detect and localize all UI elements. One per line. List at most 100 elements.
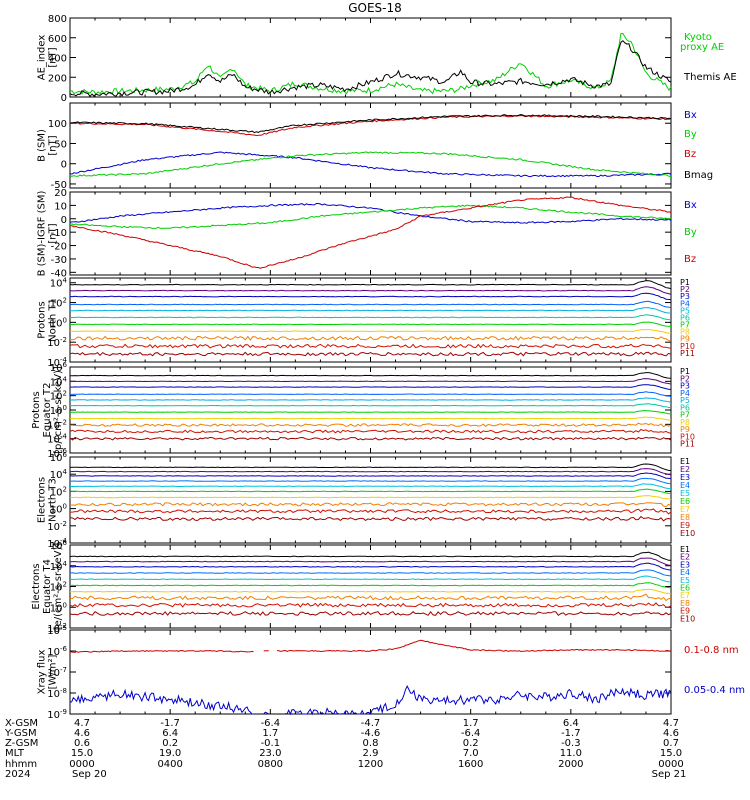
- tick-exponent: 6: [63, 539, 68, 547]
- y-tick-label: 10-4: [47, 356, 67, 369]
- legend-e7: E7: [680, 505, 690, 514]
- legend-kyoto: Kyoto: [684, 32, 712, 43]
- legend-igrf-bx: Bx: [684, 200, 697, 211]
- y-tick-label: -50: [51, 180, 67, 191]
- channel-line-p6: [69, 314, 672, 321]
- series-line-themis-ae: [69, 40, 672, 98]
- axis-row-label: Y-GSM: [4, 728, 37, 739]
- legend-e10: E10: [680, 614, 695, 623]
- legend-p6: P6: [680, 313, 690, 322]
- tick-exponent: 0: [63, 601, 67, 609]
- tick-base: 10: [50, 318, 63, 329]
- channel-line-p3: [70, 292, 672, 301]
- y-tick-label: 10-2: [47, 336, 67, 349]
- y-tick-label: -30: [51, 255, 67, 266]
- tick-base: 10: [50, 603, 63, 614]
- channel-line-e1: [69, 551, 672, 561]
- y-tick-label: 102: [50, 485, 67, 498]
- axis-cell: 4.7: [74, 718, 90, 729]
- legend-e6: E6: [680, 584, 690, 593]
- channel-line-p7: [69, 321, 672, 327]
- channel-line-e4: [69, 477, 672, 485]
- tick-exponent: -2: [60, 622, 67, 630]
- axis-cell: 0.7: [663, 738, 679, 749]
- channel-line-p1: [70, 372, 672, 379]
- y-tick-label: 0: [61, 215, 67, 226]
- y-tick-label: 102: [50, 390, 67, 403]
- legend-e5: E5: [680, 576, 690, 585]
- tick-exponent: -6: [60, 447, 68, 455]
- y-tick-label: 10-5: [47, 624, 67, 637]
- legend-p2: P2: [680, 374, 690, 383]
- legend-p9: P9: [680, 335, 690, 344]
- channel-line-p3: [70, 384, 672, 390]
- tick-base: 10: [50, 377, 63, 388]
- panel-ylabel: [p/(cm²-s-sr-keV)]: [53, 366, 64, 454]
- y-tick-label: -20: [51, 242, 67, 253]
- tick-exponent: 4: [63, 277, 68, 285]
- channel-line-p11: [69, 436, 672, 441]
- panel-frame: [69, 629, 672, 715]
- axis-cell: 6.4: [563, 718, 579, 729]
- channel-line-p2: [69, 286, 672, 295]
- tick-base: 10: [50, 470, 63, 481]
- y-tick-label: 0: [61, 93, 67, 104]
- panel-frame: [69, 191, 672, 276]
- channel-line-e7: [69, 495, 672, 500]
- legend-e3: E3: [680, 473, 690, 482]
- panel-ylabel: [nT]: [48, 135, 59, 155]
- panel-ylabel: [e/(cm²-s-sr-keV)]: [53, 543, 64, 631]
- tick-exponent: -9: [60, 708, 67, 716]
- channel-line-e2: [69, 557, 672, 566]
- axis-cell: 0.8: [363, 738, 379, 749]
- y-tick-label: 102: [50, 297, 67, 310]
- y-tick-label: 102: [50, 581, 67, 594]
- panel-ylabel: Electrons: [31, 563, 42, 609]
- tick-exponent: -2: [60, 336, 67, 344]
- channel-line-e5: [69, 575, 671, 583]
- tick-exponent: 4: [63, 468, 68, 476]
- y-tick-label: 50: [54, 139, 67, 150]
- axis-cell: 1.7: [463, 718, 479, 729]
- series-line-bz: [69, 114, 672, 137]
- tick-base: 10: [47, 626, 60, 637]
- axis-cell: 4.6: [663, 728, 679, 739]
- y-tick-label: 104: [50, 277, 68, 290]
- legend-e8: E8: [680, 513, 690, 522]
- panel-ylabel: B (SM): [37, 129, 48, 162]
- legend-bz: Bz: [684, 149, 696, 160]
- tick-base: 10: [47, 539, 60, 550]
- channel-line-p10: [69, 428, 672, 434]
- y-tick-label: 100: [50, 404, 67, 417]
- channel-line-p8: [69, 416, 672, 421]
- legend-bmag: Bmag: [684, 170, 713, 181]
- legend-p10: P10: [680, 432, 695, 441]
- y-tick-label: 800: [48, 14, 67, 25]
- axis-cell: 4.6: [74, 728, 90, 739]
- channel-line-p1: [69, 280, 672, 290]
- axis-cell: 0800: [258, 759, 283, 770]
- legend-igrf-bz: Bz: [684, 254, 696, 265]
- tick-exponent: -4: [60, 433, 68, 441]
- tick-base: 10: [50, 392, 63, 403]
- channel-line-e8: [69, 593, 672, 602]
- series-line-kyoto-proxy-ae: [69, 32, 672, 96]
- panel-ylabel: [W/m²]: [48, 654, 59, 689]
- axis-cell: 1600: [458, 759, 483, 770]
- tick-exponent: 2: [63, 390, 67, 398]
- tick-exponent: 4: [63, 375, 68, 383]
- axis-cell: -6.4: [461, 728, 481, 739]
- legend-e4: E4: [680, 481, 690, 490]
- panel-ylabel: Xray flux: [37, 650, 48, 695]
- channel-line-e9: [69, 602, 672, 608]
- y-tick-label: 10-8: [47, 687, 67, 700]
- tick-base: 10: [47, 689, 60, 700]
- legend-e1: E1: [680, 457, 690, 466]
- channel-line-e10: [69, 610, 672, 616]
- legend-p11: P11: [680, 440, 695, 449]
- tick-base: 10: [47, 435, 60, 446]
- plot-title: GOES-18: [348, 1, 402, 15]
- y-tick-label: 10-4: [47, 537, 67, 550]
- y-tick-label: 10-9: [47, 708, 67, 721]
- tick-exponent: -2: [60, 418, 67, 426]
